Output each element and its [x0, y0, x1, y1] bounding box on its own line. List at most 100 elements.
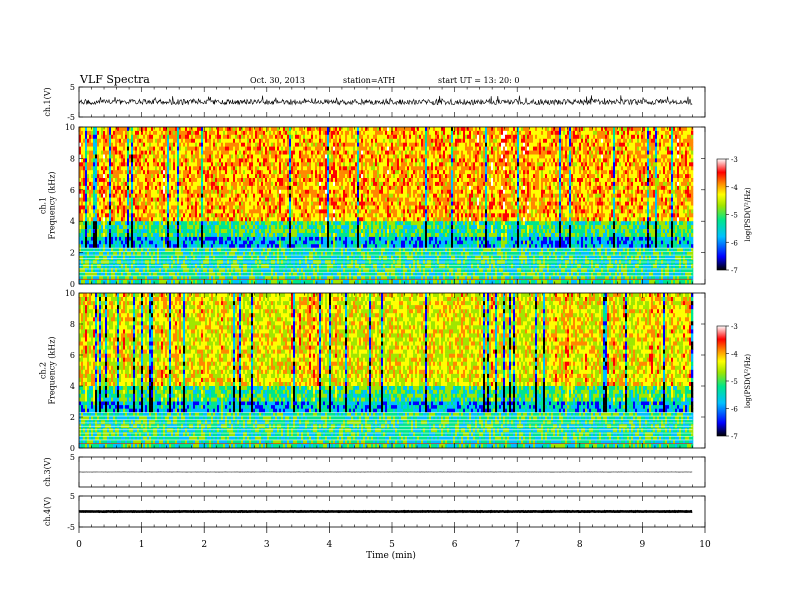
spectrogram-cell	[87, 244, 89, 248]
spectrogram-cell	[125, 206, 127, 210]
spectrogram-cell	[131, 166, 133, 170]
spectrogram-cell	[103, 131, 105, 135]
spectrogram-cell	[91, 190, 93, 194]
spectrogram-cell	[157, 170, 159, 174]
spectrogram-image	[79, 127, 693, 284]
spectrogram-cell	[111, 202, 113, 206]
spectrogram-cell	[117, 174, 119, 178]
spectrogram-cell	[85, 190, 87, 194]
spectrogram-cell	[103, 170, 105, 174]
spectrogram-cell	[139, 151, 141, 155]
spectrogram-cell	[89, 237, 91, 241]
spectrogram-cell	[135, 237, 137, 241]
spectrogram-cell	[119, 198, 121, 202]
spectrogram-cell	[159, 202, 161, 206]
spectrogram-cell	[151, 252, 153, 256]
spectrogram-cell	[141, 233, 143, 237]
spectrogram-cell	[155, 127, 157, 131]
spectrogram-cell	[153, 244, 155, 248]
spectrogram-cell	[151, 151, 153, 155]
spectrogram-cell	[83, 252, 85, 256]
spectrogram-cell	[131, 252, 133, 256]
spectrogram-cell	[115, 182, 117, 186]
spectrogram-cell	[137, 233, 139, 237]
spectrogram-cell	[133, 178, 135, 182]
spectrogram-cell	[159, 194, 161, 198]
spectrogram-cell	[159, 162, 161, 166]
spectrogram-cell	[125, 178, 127, 182]
spectrogram-cell	[87, 241, 89, 245]
spectrogram-cell	[159, 131, 161, 135]
spectrogram-cell	[107, 186, 109, 190]
spectrogram-cell	[149, 256, 151, 260]
spectrogram-cell	[133, 229, 135, 233]
spectrogram-cell	[89, 244, 91, 248]
spectrogram-cell	[149, 213, 151, 217]
spectrogram-cell	[139, 209, 141, 213]
spectrogram-cell	[139, 155, 141, 159]
spectrogram-cell	[111, 209, 113, 213]
spectrogram-cell	[99, 139, 101, 143]
spectrogram-cell	[121, 143, 123, 147]
spectrogram-cell	[123, 206, 125, 210]
spectrogram-cell	[147, 221, 149, 225]
spectrogram-cell	[137, 206, 139, 210]
spectrogram-cell	[131, 135, 133, 139]
spectrogram-cell	[85, 198, 87, 202]
spectrogram-cell	[131, 127, 133, 131]
waveform-trace	[79, 95, 692, 105]
spectrogram-cell	[89, 127, 91, 131]
spectrogram-cell	[157, 186, 159, 190]
spectrogram-cell	[129, 131, 131, 135]
spectrogram-cell	[143, 158, 145, 162]
spectrogram-cell	[151, 143, 153, 147]
spectrogram-cell	[133, 170, 135, 174]
spectrogram-cell	[159, 244, 161, 248]
spectrogram-cell	[147, 151, 149, 155]
spectrogram-cell	[101, 143, 103, 147]
spectrogram-cell	[107, 151, 109, 155]
spectrogram-cell	[149, 182, 151, 186]
spectrogram-cell	[119, 221, 121, 225]
spectrogram-cell	[95, 213, 97, 217]
spectrogram-cell	[155, 256, 157, 260]
spectrogram-cell	[131, 178, 133, 182]
spectrogram-cell	[145, 135, 147, 139]
spectrogram-cell	[109, 209, 111, 213]
spectrogram-cell	[133, 135, 135, 139]
spectrogram-cell	[121, 162, 123, 166]
spectrogram-cell	[123, 182, 125, 186]
spectrogram-cell	[89, 229, 91, 233]
spectrogram-cell	[113, 147, 115, 151]
spectrogram-cell	[131, 198, 133, 202]
spectrogram-cell	[159, 237, 161, 241]
spectrogram-cell	[125, 166, 127, 170]
spectrogram-cell	[145, 139, 147, 143]
spectrogram-cell	[121, 198, 123, 202]
spectrogram-cell	[81, 139, 83, 143]
spectrogram-cell	[89, 174, 91, 178]
spectrogram-cell	[159, 170, 161, 174]
spectrogram-cell	[83, 194, 85, 198]
spectrogram-cell	[105, 221, 107, 225]
spectrogram-cell	[125, 233, 127, 237]
spectrogram-cell	[135, 182, 137, 186]
spectrogram-cell	[133, 155, 135, 159]
spectrogram-cell	[153, 166, 155, 170]
spectrogram-cell	[81, 233, 83, 237]
spectrogram-cell	[139, 186, 141, 190]
spectrogram-cell	[89, 147, 91, 151]
spectrogram-cell	[153, 233, 155, 237]
spectrogram-cell	[93, 209, 95, 213]
spectrogram-cell	[135, 174, 137, 178]
spectrogram-cell	[155, 206, 157, 210]
spectrogram-cell	[97, 256, 99, 260]
spectrogram-cell	[123, 241, 125, 245]
spectrogram-cell	[133, 217, 135, 221]
spectrogram-cell	[157, 225, 159, 229]
spectrogram-cell	[149, 170, 151, 174]
spectrogram-cell	[119, 143, 121, 147]
spectrogram-cell	[143, 182, 145, 186]
spectrogram-cell	[127, 233, 129, 237]
spectrogram-cell	[127, 135, 129, 139]
